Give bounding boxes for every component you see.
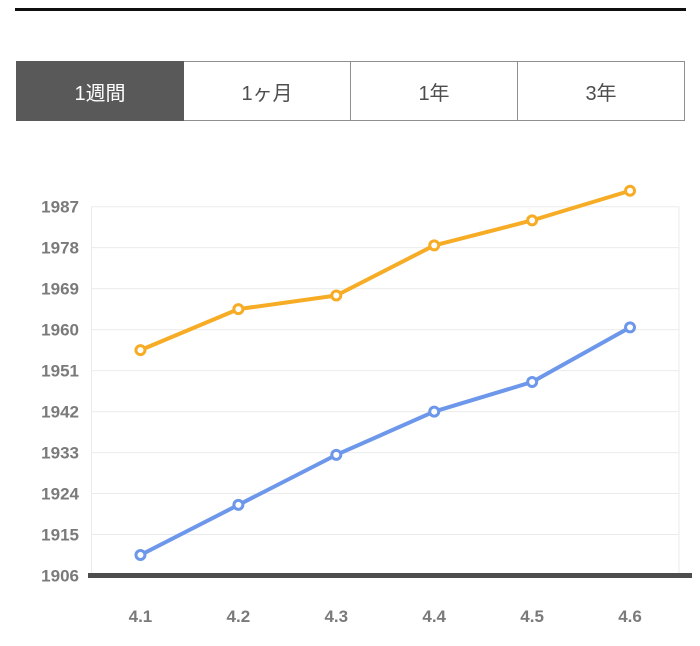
x-axis-baseline (88, 573, 692, 578)
x-axis-label: 4.4 (422, 607, 446, 626)
y-axis-label: 1942 (41, 403, 79, 422)
y-axis-label: 1915 (41, 526, 79, 545)
y-axis-label: 1978 (41, 239, 79, 258)
tab-1week[interactable]: 1週間 (16, 61, 184, 121)
y-axis-label: 1951 (41, 362, 79, 381)
y-axis-label: 1969 (41, 280, 79, 299)
series-orange-line (138, 188, 633, 353)
data-point-marker (330, 448, 343, 461)
data-point-marker (428, 239, 441, 252)
period-tabbar: 1週間 1ヶ月 1年 3年 (16, 61, 685, 121)
price-chart-area: 1906 1915 1924 1933 1942 1951 1960 1969 1978 1987… (0, 160, 700, 641)
x-axis-label: 4.5 (520, 607, 544, 626)
price-chart: 1906 1915 1924 1933 1942 1951 1960 1969 1978 1987… (41, 184, 692, 626)
data-point-marker (428, 405, 441, 418)
x-axis-label: 4.6 (618, 607, 642, 626)
y-axis-label: 1960 (41, 321, 79, 340)
data-point-marker (526, 375, 539, 388)
y-axis-label: 1906 (41, 567, 79, 586)
series-blue-line (138, 325, 633, 558)
data-point-marker (134, 344, 147, 357)
tab-1year[interactable]: 1年 (351, 61, 518, 121)
y-axis-label: 1987 (41, 198, 79, 217)
y-axis-label: 1933 (41, 444, 79, 463)
data-point-marker (624, 184, 637, 197)
x-axis-label: 4.3 (324, 607, 348, 626)
data-point-marker (526, 214, 539, 227)
data-point-marker (134, 549, 147, 562)
data-point-marker (624, 321, 637, 334)
y-axis-label: 1924 (41, 485, 79, 504)
x-axis-label: 4.2 (227, 607, 251, 626)
top-divider (15, 8, 686, 11)
tab-3years[interactable]: 3年 (518, 61, 685, 121)
data-point-marker (232, 498, 245, 511)
data-point-marker (232, 303, 245, 316)
data-point-marker (330, 289, 343, 302)
tab-1month[interactable]: 1ヶ月 (184, 61, 351, 121)
x-axis-label: 4.1 (129, 607, 153, 626)
